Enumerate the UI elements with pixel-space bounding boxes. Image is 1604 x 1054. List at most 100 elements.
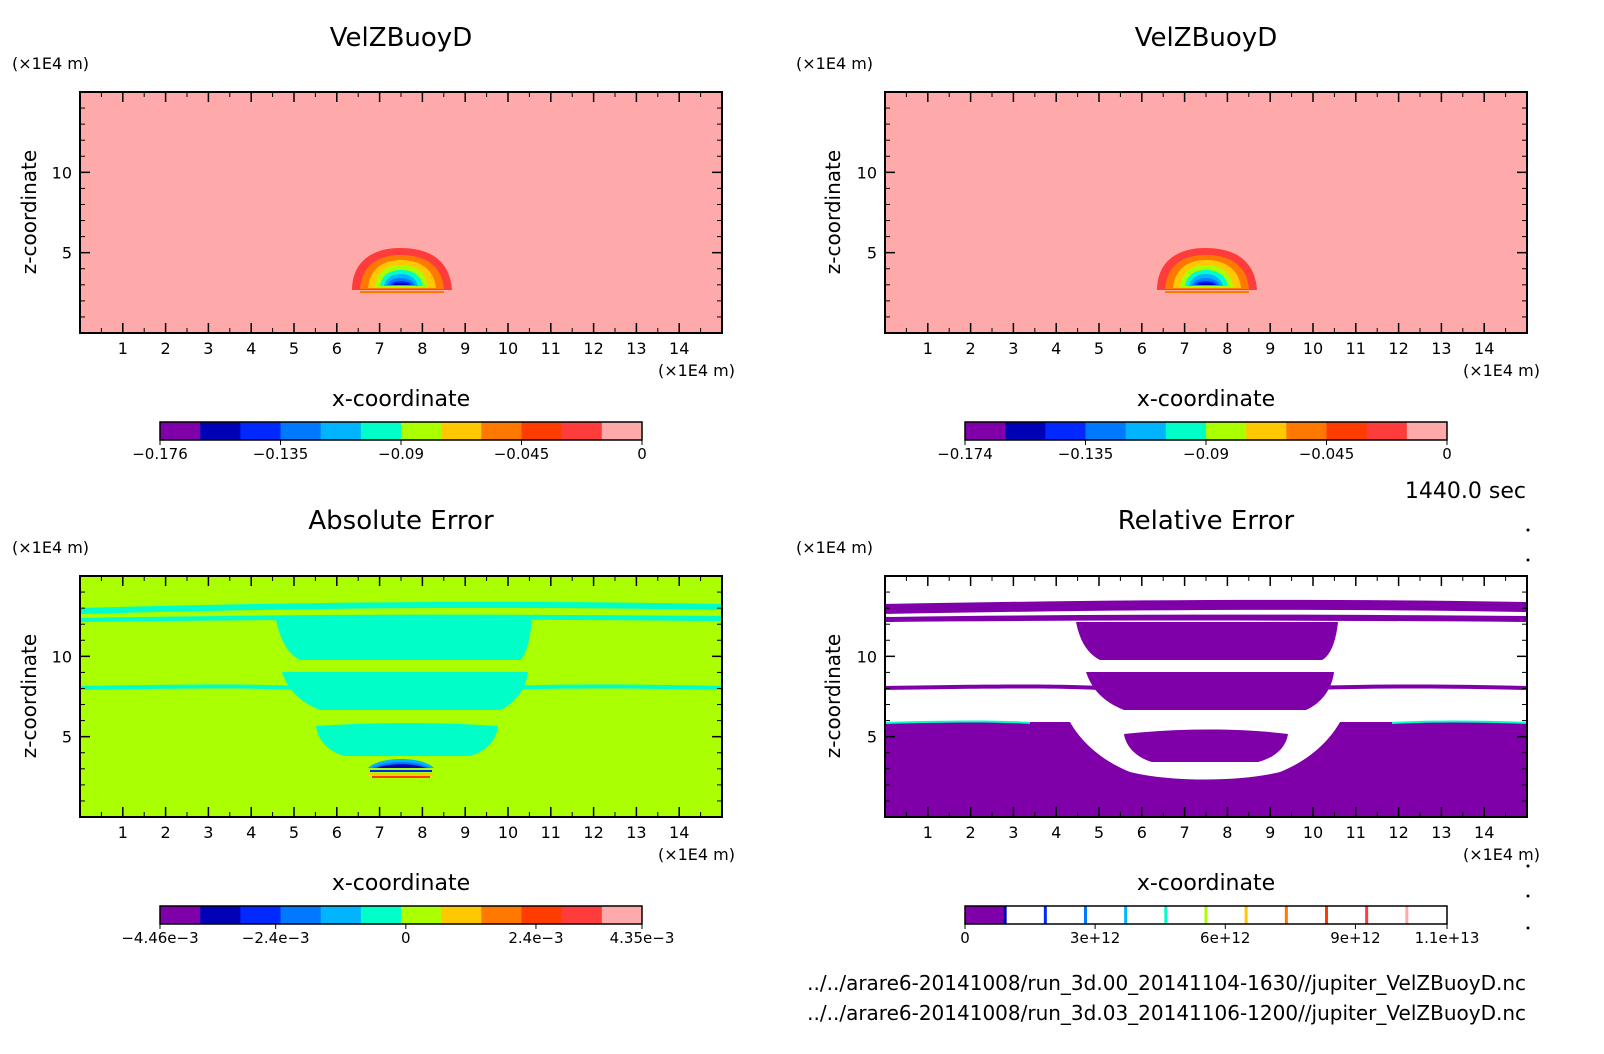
contour-field	[885, 576, 1527, 817]
x-tick-label: 8	[1222, 823, 1232, 842]
x-tick-label: 14	[1474, 339, 1494, 358]
colorbar-swatch	[521, 422, 563, 440]
colorbar-label: −0.045	[494, 445, 550, 463]
colorbar-swatch	[240, 906, 281, 924]
x-tick-label: 9	[460, 823, 470, 842]
colorbar-label: −0.176	[132, 445, 188, 463]
colorbar-swatch	[441, 906, 482, 924]
y-unit-label: (×1E4 m)	[12, 54, 89, 73]
y-tick-label: 10	[857, 647, 877, 666]
x-tick-label: 2	[966, 823, 976, 842]
y-tick-label: 5	[62, 728, 72, 747]
x-unit-label: (×1E4 m)	[658, 361, 735, 380]
colorbar-swatch	[240, 422, 281, 440]
x-tick-label: 10	[1303, 823, 1323, 842]
x-tick-label: 10	[1303, 339, 1323, 358]
x-tick-label: 4	[1051, 339, 1061, 358]
file-path-2: ../../arare6-20141008/run_3d.03_20141106…	[807, 1001, 1526, 1025]
error-regions	[885, 599, 1527, 817]
x-tick-label: 7	[375, 823, 385, 842]
colorbar-label: −4.46e−3	[121, 929, 198, 947]
x-tick-label: 10	[498, 339, 518, 358]
x-tick-label: 1	[118, 339, 128, 358]
colorbar-label: 1.1e+13	[1415, 929, 1480, 947]
x-tick-label: 14	[669, 823, 689, 842]
x-tick-label: 8	[417, 823, 427, 842]
right-edge-dots	[1526, 528, 1530, 930]
colorbar-swatch	[401, 906, 442, 924]
colorbar-label: −0.09	[1183, 445, 1229, 463]
colorbar-frame	[159, 905, 643, 925]
x-tick-label: 4	[246, 823, 256, 842]
colorbar-swatch	[1326, 422, 1368, 440]
x-tick-label: 13	[1431, 823, 1451, 842]
x-tick-label: 7	[375, 339, 385, 358]
x-tick-label: 3	[1008, 823, 1018, 842]
colorbar-frame	[964, 905, 1448, 925]
colorbar-swatch	[1165, 422, 1207, 440]
y-tick-label: 5	[867, 728, 877, 747]
colorbar-swatch	[481, 906, 522, 924]
colorbar-swatch	[521, 906, 563, 924]
colorbar-swatch	[200, 422, 241, 440]
colorbar-swatch	[1206, 422, 1247, 440]
x-unit-label: (×1E4 m)	[1463, 361, 1540, 380]
x-unit-label: (×1E4 m)	[658, 845, 735, 864]
x-tick-label: 4	[246, 339, 256, 358]
colorbar-swatch	[561, 422, 603, 440]
colorbar-swatch	[481, 422, 522, 440]
x-tick-label: 5	[289, 823, 299, 842]
time-label: 1440.0 sec	[1405, 479, 1526, 504]
colorbar: −0.174 −0.135 −0.09 −0.045 0	[937, 421, 1452, 463]
ticks	[885, 92, 1527, 333]
colorbar-swatch	[1286, 422, 1327, 440]
colorbar-label: −0.09	[378, 445, 424, 463]
colorbar-label: 0	[401, 929, 411, 947]
x-tick-label: 9	[460, 339, 470, 358]
x-tick-label: 2	[161, 339, 171, 358]
contour-field	[80, 576, 722, 817]
x-tick-label: 1	[118, 823, 128, 842]
y-tick-label: 10	[52, 163, 72, 182]
ticks	[885, 576, 1527, 817]
colorbar-swatch	[320, 422, 362, 440]
x-tick-label: 12	[1388, 823, 1408, 842]
colorbar-swatch	[160, 906, 201, 924]
plume-contours	[352, 248, 452, 293]
x-tick-label: 9	[1265, 823, 1275, 842]
x-tick-label: 1	[923, 339, 933, 358]
x-axis-label: x-coordinate	[332, 387, 470, 412]
colorbar: −4.46e−3 −2.4e−3 0 2.4e−3 4.35e−3	[121, 905, 674, 947]
contour-field	[885, 92, 1527, 333]
colorbar-swatch	[1366, 422, 1408, 440]
y-tick-label: 10	[52, 647, 72, 666]
panel-title: VelZBuoyD	[330, 23, 472, 53]
colorbar-label: −0.174	[937, 445, 993, 463]
colorbar-swatch	[1125, 422, 1167, 440]
x-tick-label: 5	[289, 339, 299, 358]
y-unit-label: (×1E4 m)	[12, 538, 89, 557]
panel-title: Absolute Error	[308, 506, 494, 536]
colorbar-swatch	[360, 906, 402, 924]
x-tick-label: 12	[583, 339, 603, 358]
colorbar-swatch	[1085, 422, 1127, 440]
x-tick-label: 1	[923, 823, 933, 842]
colorbar-swatch	[280, 906, 322, 924]
colorbar-swatch	[601, 906, 643, 924]
x-tick-label: 7	[1180, 823, 1190, 842]
x-tick-label: 6	[1137, 823, 1147, 842]
y-tick-label: 10	[857, 163, 877, 182]
x-tick-label: 12	[583, 823, 603, 842]
colorbar-swatch	[200, 906, 241, 924]
x-axis-label: x-coordinate	[1137, 871, 1275, 896]
x-tick-label: 12	[1388, 339, 1408, 358]
panel-velzbuoyd-left: VelZBuoyD (×1E4 m) 1 2 3 4 5 6 7 8 9 10 11 12 13 14 5…	[12, 23, 735, 463]
x-tick-label: 6	[332, 823, 342, 842]
x-tick-label: 10	[498, 823, 518, 842]
y-unit-label: (×1E4 m)	[796, 538, 873, 557]
panel-velzbuoyd-right: VelZBuoyD (×1E4 m) 1 2 3 4 5 6 7 8 9 10 11 12 13 14 5…	[796, 23, 1540, 463]
colorbar-label: 3e+12	[1070, 929, 1120, 947]
ticks	[80, 576, 722, 817]
x-tick-label: 13	[626, 823, 646, 842]
